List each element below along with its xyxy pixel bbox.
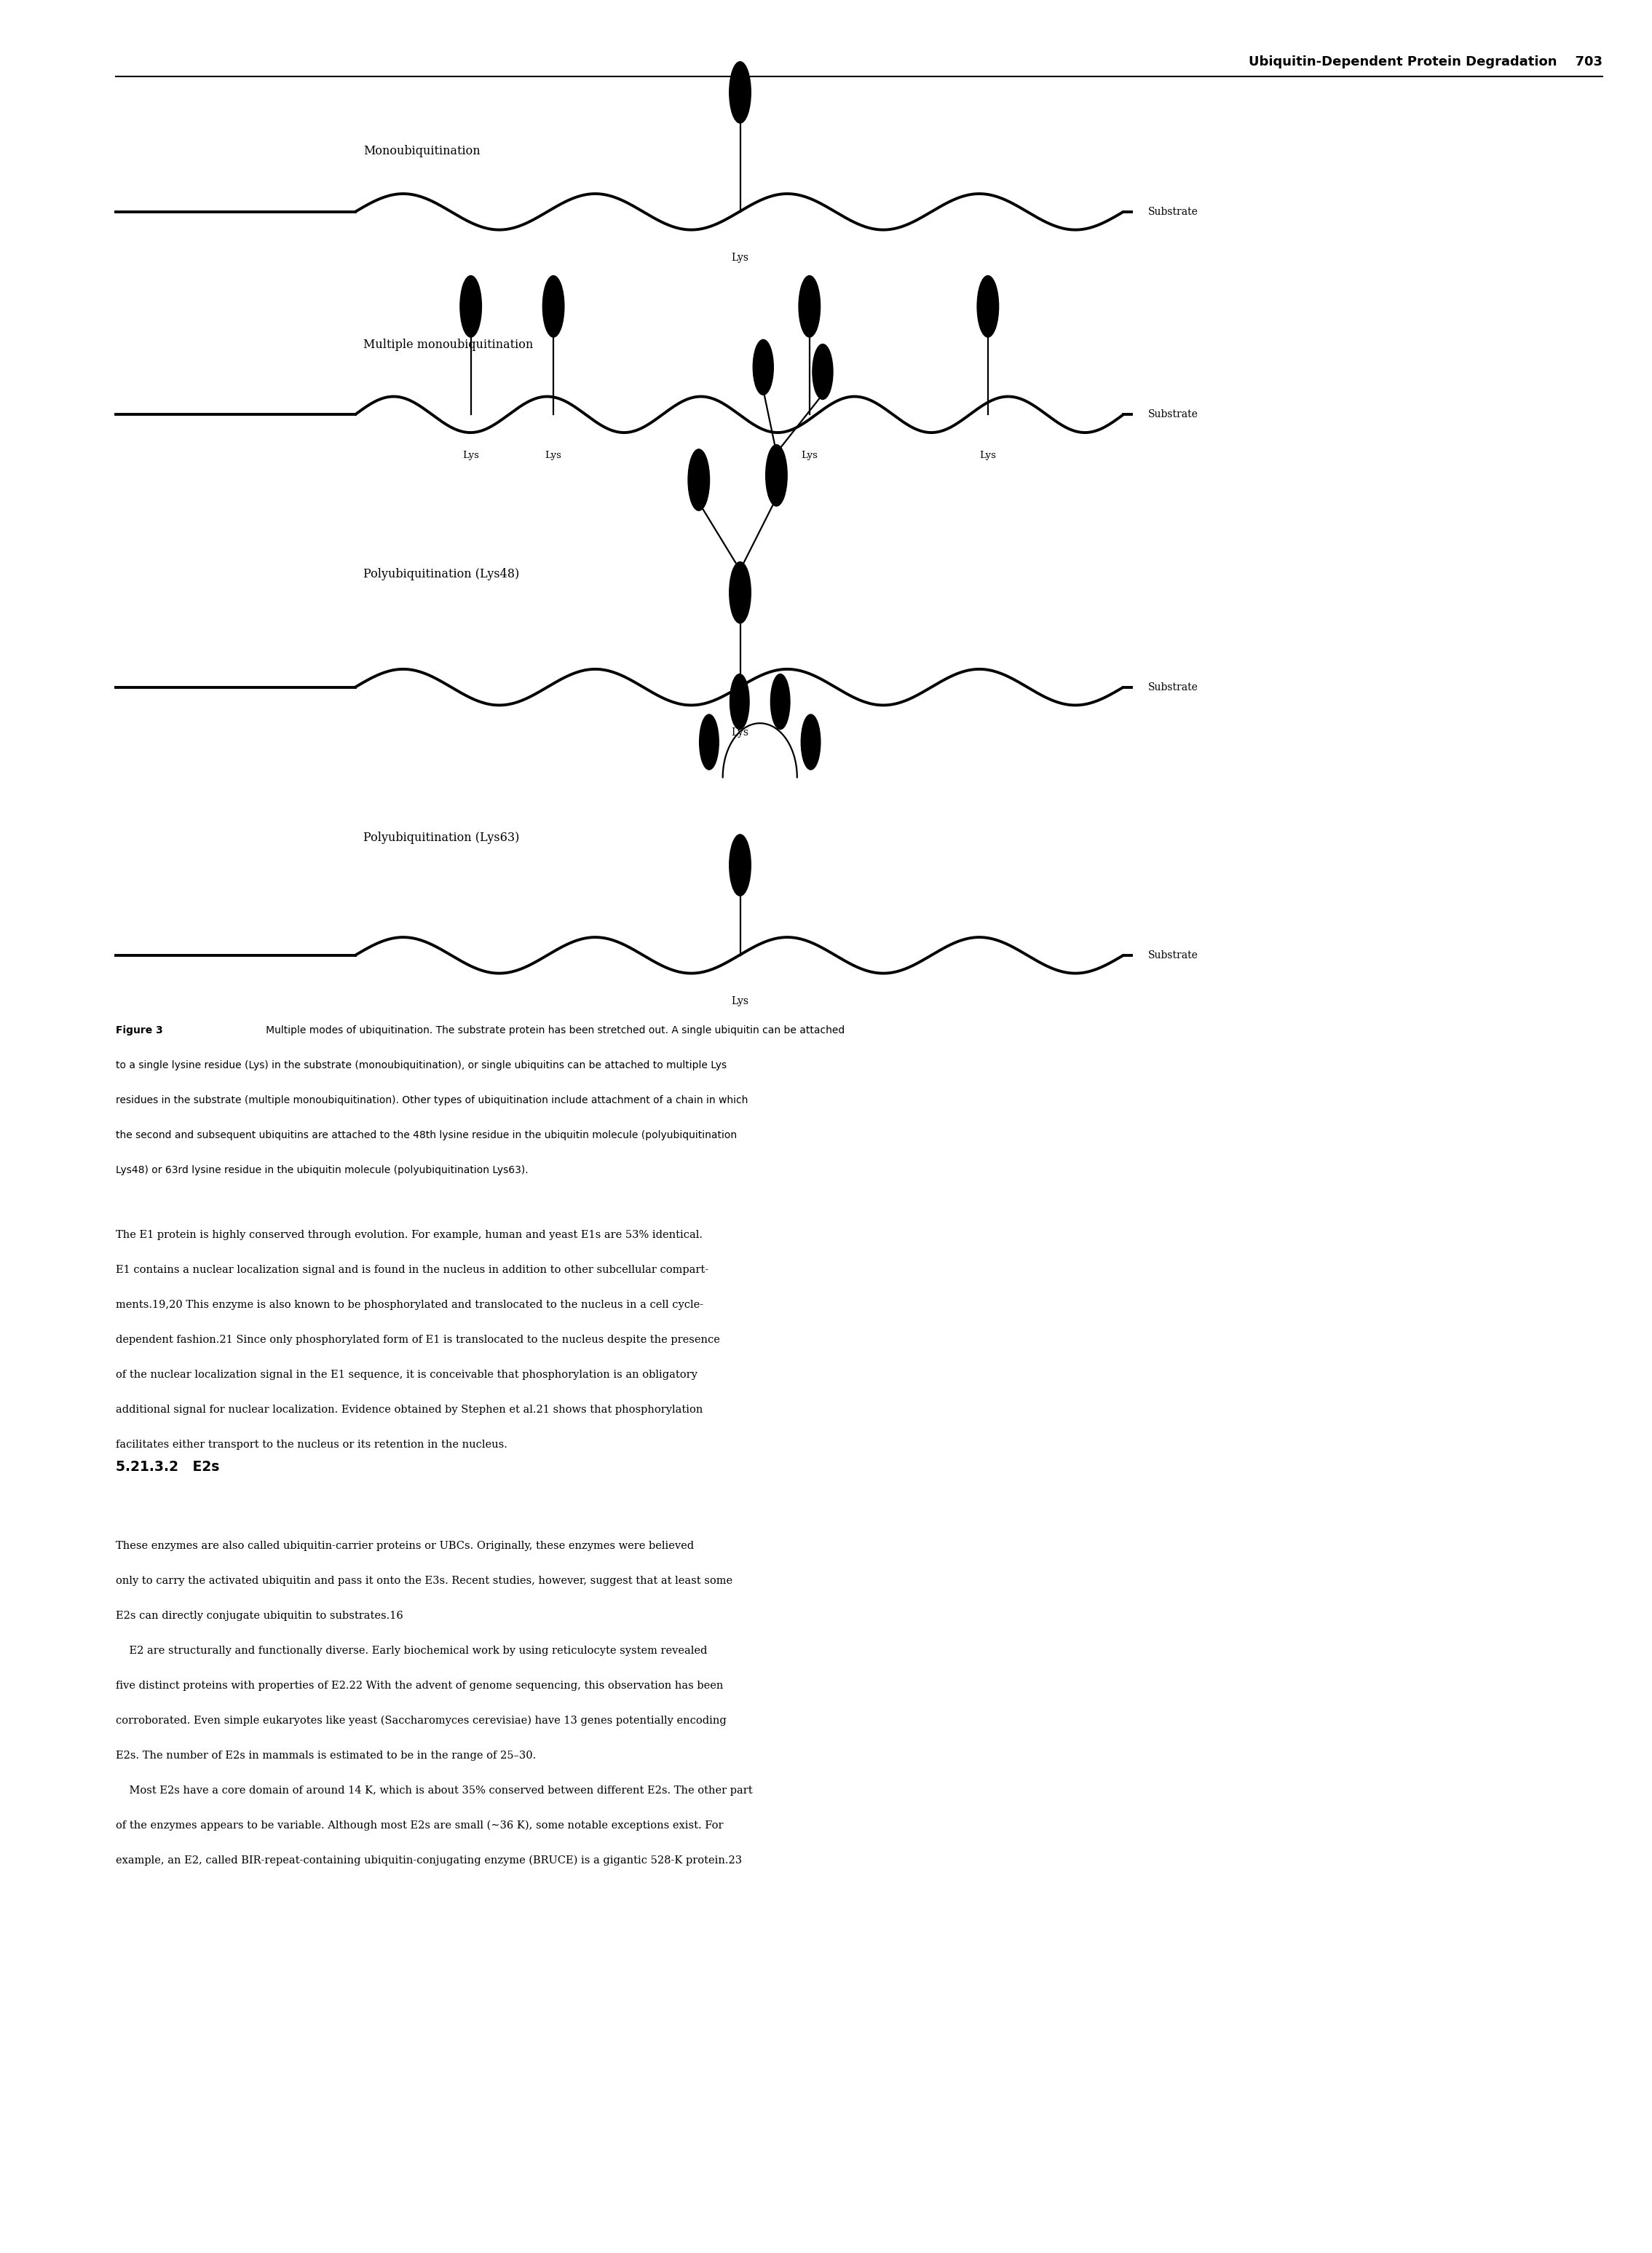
Text: five distinct proteins with properties of E2.22 With the advent of genome sequen: five distinct proteins with properties o… (116, 1681, 724, 1692)
Ellipse shape (730, 561, 752, 624)
Text: Lys: Lys (980, 451, 996, 460)
Ellipse shape (730, 61, 752, 124)
Ellipse shape (798, 275, 819, 338)
Text: Figure 3: Figure 3 (116, 1025, 164, 1036)
Ellipse shape (542, 275, 565, 338)
Text: Ubiquitin-Dependent Protein Degradation    703: Ubiquitin-Dependent Protein Degradation … (1249, 56, 1602, 68)
Ellipse shape (699, 714, 719, 771)
Ellipse shape (459, 275, 482, 338)
Ellipse shape (801, 714, 821, 771)
Ellipse shape (978, 275, 998, 338)
Ellipse shape (813, 345, 833, 399)
Ellipse shape (767, 444, 788, 507)
Text: the second and subsequent ubiquitins are attached to the 48th lysine residue in : the second and subsequent ubiquitins are… (116, 1129, 737, 1140)
Text: Most E2s have a core domain of around 14 K, which is about 35% conserved between: Most E2s have a core domain of around 14… (116, 1784, 752, 1796)
Text: E2s can directly conjugate ubiquitin to substrates.16: E2s can directly conjugate ubiquitin to … (116, 1611, 403, 1622)
Text: only to carry the activated ubiquitin and pass it onto the E3s. Recent studies, : only to carry the activated ubiquitin an… (116, 1577, 732, 1586)
Text: of the enzymes appears to be variable. Although most E2s are small (∼36 K), some: of the enzymes appears to be variable. A… (116, 1820, 724, 1832)
Text: Substrate: Substrate (1148, 683, 1198, 692)
Ellipse shape (730, 834, 752, 897)
Ellipse shape (687, 448, 710, 511)
Text: additional signal for nuclear localization. Evidence obtained by Stephen et al.2: additional signal for nuclear localizati… (116, 1406, 702, 1415)
Text: corroborated. Even simple eukaryotes like yeast (Saccharomyces cerevisiae) have : corroborated. Even simple eukaryotes lik… (116, 1717, 727, 1726)
Text: facilitates either transport to the nucleus or its retention in the nucleus.: facilitates either transport to the nucl… (116, 1440, 507, 1451)
Text: Substrate: Substrate (1148, 410, 1198, 419)
Text: example, an E2, called BIR-repeat-containing ubiquitin-conjugating enzyme (BRUCE: example, an E2, called BIR-repeat-contai… (116, 1856, 742, 1865)
Text: These enzymes are also called ubiquitin-carrier proteins or UBCs. Originally, th: These enzymes are also called ubiquitin-… (116, 1541, 694, 1552)
Ellipse shape (770, 674, 790, 730)
Text: Lys: Lys (732, 996, 748, 1007)
Text: Substrate: Substrate (1148, 951, 1198, 960)
Text: Multiple monoubiquitination: Multiple monoubiquitination (363, 338, 534, 351)
Text: of the nuclear localization signal in the E1 sequence, it is conceivable that ph: of the nuclear localization signal in th… (116, 1370, 697, 1381)
Ellipse shape (730, 674, 750, 730)
Text: Lys: Lys (732, 252, 748, 264)
Text: Polyubiquitination (Lys48): Polyubiquitination (Lys48) (363, 568, 519, 581)
Ellipse shape (753, 340, 773, 394)
Text: E1 contains a nuclear localization signal and is found in the nucleus in additio: E1 contains a nuclear localization signa… (116, 1266, 709, 1275)
Text: The E1 protein is highly conserved through evolution. For example, human and yea: The E1 protein is highly conserved throu… (116, 1230, 702, 1241)
Text: Lys: Lys (801, 451, 818, 460)
Text: Lys48) or 63rd lysine residue in the ubiquitin molecule (polyubiquitination Lys6: Lys48) or 63rd lysine residue in the ubi… (116, 1165, 529, 1176)
Text: E2 are structurally and functionally diverse. Early biochemical work by using re: E2 are structurally and functionally div… (116, 1645, 707, 1656)
Text: 5.21.3.2   E2s: 5.21.3.2 E2s (116, 1460, 220, 1473)
Text: Lys: Lys (545, 451, 562, 460)
Text: Lys: Lys (732, 728, 748, 739)
Text: Monoubiquitination: Monoubiquitination (363, 144, 481, 158)
Text: ments.19,20 This enzyme is also known to be phosphorylated and translocated to t: ments.19,20 This enzyme is also known to… (116, 1300, 704, 1311)
Text: to a single lysine residue (Lys) in the substrate (monoubiquitination), or singl: to a single lysine residue (Lys) in the … (116, 1059, 727, 1070)
Text: dependent fashion.21 Since only phosphorylated form of E1 is translocated to the: dependent fashion.21 Since only phosphor… (116, 1334, 720, 1345)
Text: Substrate: Substrate (1148, 207, 1198, 216)
Text: Lys: Lys (463, 451, 479, 460)
Text: residues in the substrate (multiple monoubiquitination). Other types of ubiquiti: residues in the substrate (multiple mono… (116, 1095, 748, 1106)
Text: E2s. The number of E2s in mammals is estimated to be in the range of 25–30.: E2s. The number of E2s in mammals is est… (116, 1751, 535, 1762)
Text: Polyubiquitination (Lys63): Polyubiquitination (Lys63) (363, 831, 519, 845)
Text: Multiple modes of ubiquitination. The substrate protein has been stretched out. : Multiple modes of ubiquitination. The su… (256, 1025, 844, 1036)
